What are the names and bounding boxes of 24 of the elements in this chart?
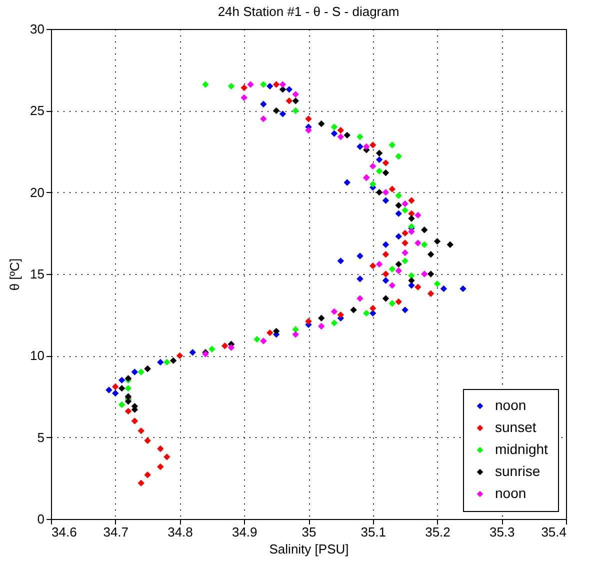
- x-tick-label: 34.7: [103, 524, 129, 540]
- legend-label: noon: [495, 397, 526, 413]
- y-axis-title: θ [ºC]: [7, 258, 22, 291]
- chart-title: 24h Station #1 - θ - S - diagram: [218, 4, 400, 19]
- legend-label: sunset: [495, 419, 536, 435]
- y-tick-label: 10: [30, 348, 44, 364]
- x-axis-title: Salinity [PSU]: [269, 542, 349, 556]
- legend-label: noon: [495, 485, 526, 501]
- x-tick-label: 34.8: [168, 524, 193, 540]
- y-tick-label: 25: [30, 103, 44, 118]
- x-tick-label: 35: [302, 524, 316, 540]
- x-tick-label: 34.9: [232, 524, 258, 540]
- y-tick-label: 5: [37, 430, 44, 445]
- y-tick-label: 20: [30, 184, 44, 200]
- x-tick-label: 35.2: [425, 524, 450, 540]
- y-tick-label: 15: [30, 266, 44, 282]
- x-tick-label: 35.4: [541, 524, 566, 540]
- y-tick-label: 0: [37, 512, 44, 526]
- y-tick-label: 30: [30, 22, 44, 36]
- x-tick-label: 35.1: [360, 524, 386, 540]
- legend-label: sunrise: [495, 463, 540, 479]
- legend-label: midnight: [495, 441, 548, 457]
- x-tick-label: 35.3: [489, 524, 515, 540]
- x-tick-label: 34.6: [52, 524, 77, 540]
